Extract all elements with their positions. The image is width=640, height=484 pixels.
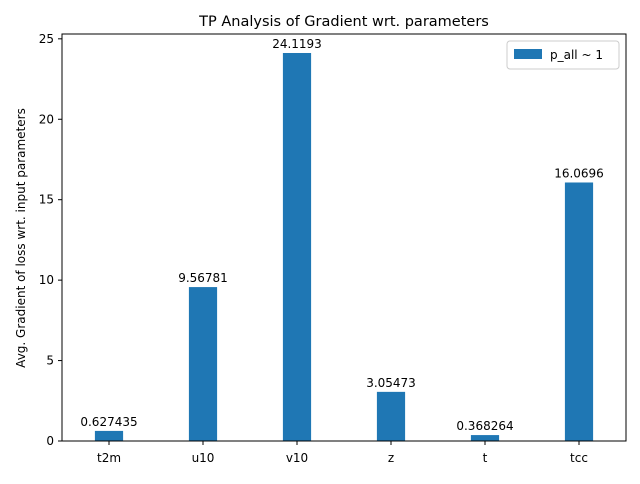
legend: p_all ~ 1 — [506, 40, 620, 70]
x-tick-label-u10: u10 — [192, 451, 215, 465]
bar-labels-group: 0.627435 9.56781 24.1193 3.05473 0.368264 16.… — [80, 37, 603, 433]
x-tick-label-v10: v10 — [286, 451, 308, 465]
bar-value-label-t2m: 0.627435 — [80, 415, 137, 429]
bar-value-label-u10: 9.56781 — [178, 271, 228, 285]
legend-box — [506, 40, 620, 70]
legend-swatch — [514, 49, 542, 59]
axes-frame — [61, 33, 627, 442]
bar-t — [470, 435, 500, 441]
x-tick-label-t: t — [483, 451, 488, 465]
y-axis-label: Avg. Gradient of loss wrt. input paramet… — [14, 108, 28, 368]
bar-u10 — [188, 287, 218, 441]
x-tick-label-tcc: tcc — [570, 451, 588, 465]
bar-v10 — [282, 52, 312, 442]
bar-tcc — [564, 182, 594, 441]
y-tick-label-25: 25 — [39, 32, 54, 46]
y-tick-label-20: 20 — [39, 112, 54, 126]
x-axis-ticks: t2m u10 v10 z t tcc — [97, 441, 588, 465]
bar-value-label-z: 3.05473 — [366, 376, 416, 390]
y-tick-label-0: 0 — [46, 434, 54, 448]
bar-t2m — [94, 430, 124, 441]
bars-group — [94, 52, 594, 442]
legend-label: p_all ~ 1 — [550, 48, 603, 62]
y-tick-label-10: 10 — [39, 273, 54, 287]
y-tick-label-15: 15 — [39, 193, 54, 207]
bar-z — [376, 391, 406, 441]
bar-value-label-v10: 24.1193 — [272, 37, 322, 51]
chart-title: TP Analysis of Gradient wrt. parameters — [198, 14, 489, 30]
y-tick-label-5: 5 — [46, 354, 54, 368]
bar-value-label-tcc: 16.0696 — [554, 166, 604, 180]
y-axis-ticks: 0 5 10 15 20 25 — [39, 32, 62, 448]
x-tick-label-t2m: t2m — [97, 451, 121, 465]
bar-value-label-t: 0.368264 — [456, 419, 513, 433]
x-tick-label-z: z — [388, 451, 394, 465]
